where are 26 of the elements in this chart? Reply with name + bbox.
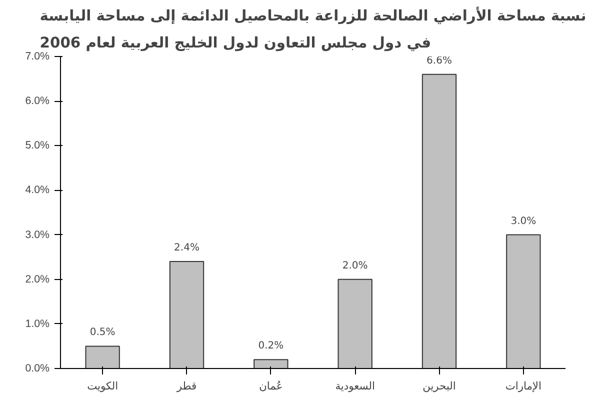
bar [506, 234, 541, 368]
bar [169, 261, 204, 368]
data-label: 0.2% [258, 340, 284, 352]
data-label: 0.5% [90, 327, 116, 338]
chart-title: نسبة مساحة الأراضي الصالحة للزراعة بالمحاصيل الدائمة إلى مساحة اليابسة في دول مجلس التعاون لدول الخليج العربية لعام 2006 [40, 6, 586, 52]
data-label: 3.0% [510, 216, 536, 227]
bar [338, 278, 372, 368]
x-tick-label: عُمان [259, 380, 283, 392]
y-tick-label: 7.0% [25, 50, 50, 62]
x-tick-label: الإمارات [505, 380, 542, 392]
y-tick-label: 0.0% [25, 362, 50, 374]
bar [85, 346, 120, 368]
y-tick-label: 5.0% [25, 140, 50, 152]
x-tick-label: السعودية [335, 380, 375, 392]
data-label: 2.0% [342, 260, 368, 272]
y-tick-label: 1.0% [25, 318, 50, 330]
bar [422, 74, 457, 368]
x-tick-label: البحرين [422, 380, 456, 392]
y-tick-label: 6.0% [25, 95, 50, 108]
y-tick-label: 4.0% [25, 184, 50, 196]
data-label: 2.4% [174, 242, 200, 254]
y-tick-label: 3.0% [25, 228, 50, 241]
x-tick-label: الكويت [87, 380, 118, 392]
x-tick-label: قطر [176, 380, 197, 392]
bar [254, 359, 288, 368]
y-tick-label: 2.0% [25, 273, 50, 286]
